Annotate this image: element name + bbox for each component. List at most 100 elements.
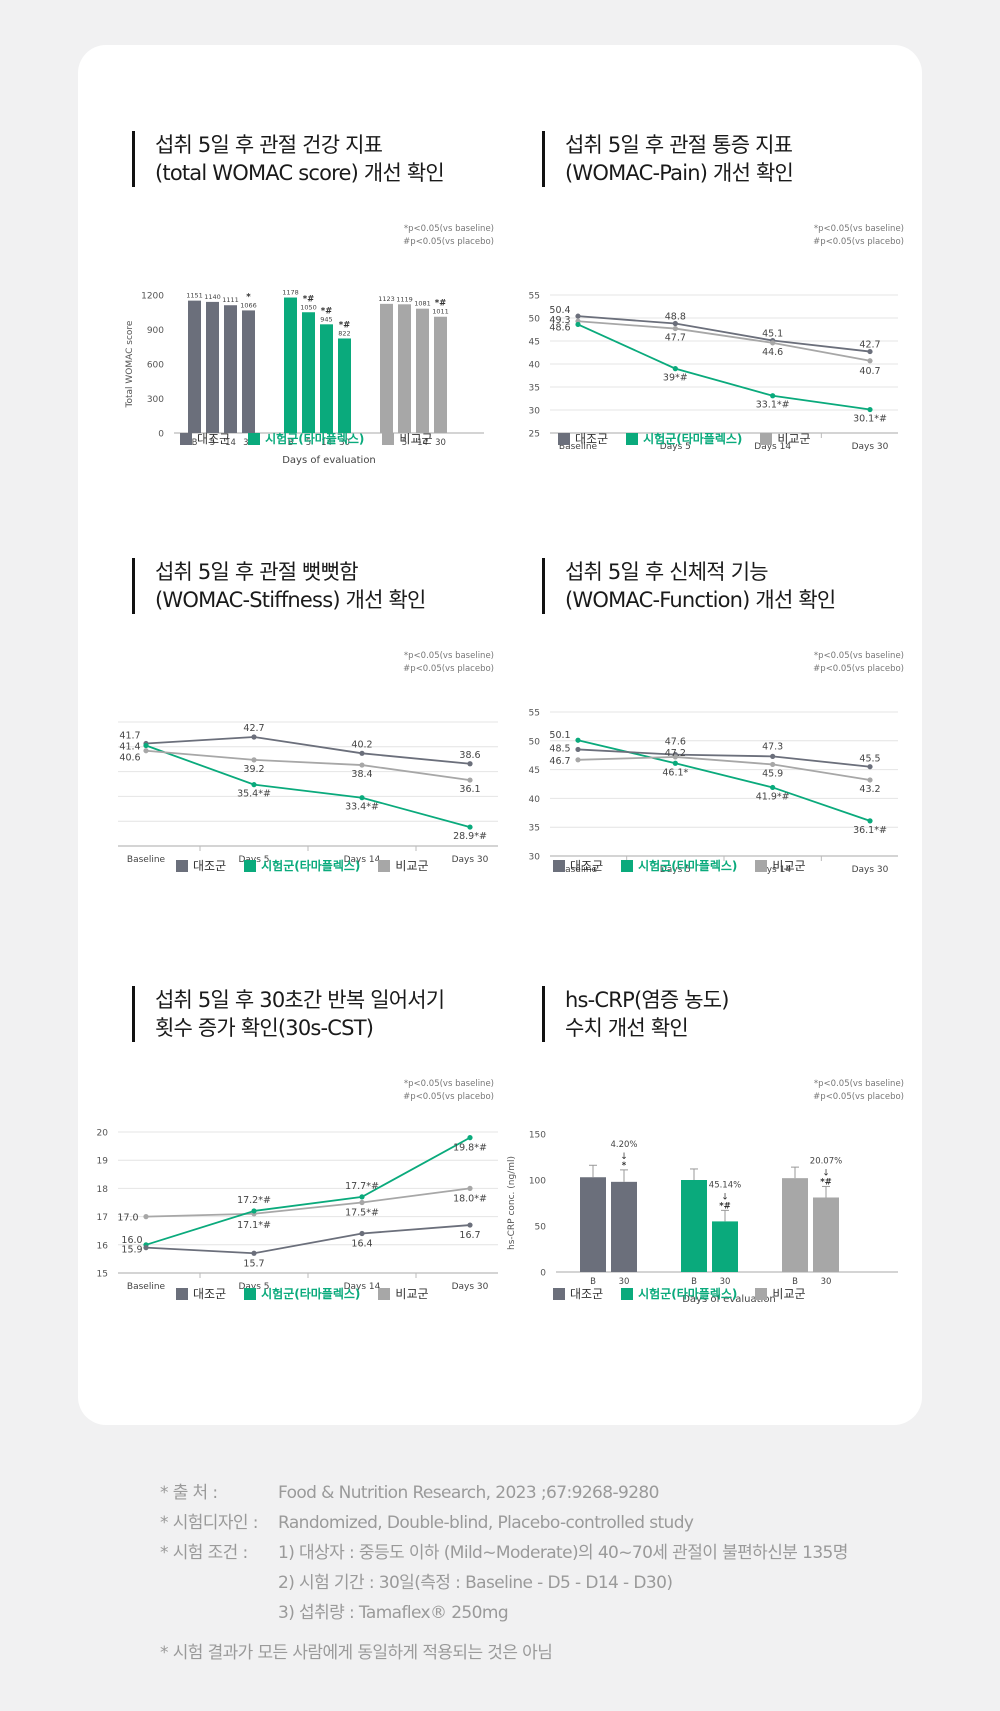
series-line-comparison [145, 749, 471, 781]
x-tick-label: Days 30 [852, 442, 889, 452]
data-point-test [575, 737, 581, 743]
data-point-test [575, 321, 581, 328]
y-tick-label: 40 [529, 795, 541, 805]
data-label-control: 15.7 [243, 1258, 264, 1269]
panel-title: 섭취 5일 후 관절 뻣뻣함 (WOMAC-Stiffness) 개선 확인 [132, 558, 426, 614]
legend-label: 시험군(타마플렉스) [261, 1287, 361, 1301]
bar-control [224, 305, 237, 433]
data-label-test: 36.1*# [853, 825, 887, 836]
data-label-comparison: 47.2 [665, 748, 686, 759]
data-label-test: 35.4*# [237, 789, 271, 800]
x-tick-label: B [192, 438, 198, 448]
series-line-test [577, 323, 871, 411]
significance-note: *p<0.05(vs baseline) #p<0.05(vs placebo) [403, 650, 494, 676]
data-point-test [867, 406, 873, 413]
y-tick-label: 18 [97, 1185, 109, 1195]
x-tick-label: 30 [821, 1277, 832, 1287]
x-tick-label: 5 [306, 438, 311, 448]
sig-baseline: *p<0.05(vs baseline) [403, 651, 494, 661]
legend: 대조군 시험군(타마플렉스) 비교군 [553, 1285, 806, 1302]
panel-hscrp: hs-CRP(염증 농도) 수치 개선 확인 *p<0.05(vs baseli… [498, 900, 908, 1305]
significance-mark: *# [719, 1201, 731, 1211]
legend-swatch [626, 432, 639, 445]
data-point-comparison [143, 748, 149, 754]
y-tick-label: 35 [529, 824, 540, 834]
data-label-control: 48.5 [549, 743, 570, 754]
note-value: * 시험 결과가 모든 사람에게 동일하게 적용되는 것은 아님 [160, 1643, 553, 1663]
data-point-control [251, 734, 257, 740]
bar-control [611, 1181, 637, 1272]
data-label-test: 19.8*# [453, 1143, 487, 1154]
data-label-control: 45.1 [762, 329, 783, 340]
bar-comparison [398, 304, 411, 433]
panel-title-line-2: 수치 개선 확인 [565, 1016, 689, 1040]
x-tick-label: Days 14 [754, 442, 791, 452]
legend-item-control: 대조군 [558, 430, 608, 447]
bar-control [188, 300, 201, 433]
change-arrow: ↓ [721, 1192, 729, 1202]
legend-label: 비교군 [772, 859, 806, 873]
legend-item-control: 대조군 [180, 430, 230, 447]
x-tick-label: 30 [720, 1277, 731, 1287]
x-tick-label: Baseline [127, 855, 166, 865]
bar-control [242, 310, 255, 433]
y-tick-label: 45 [529, 766, 540, 776]
data-point-comparison [467, 1185, 473, 1191]
x-tick-label: 14 [321, 438, 332, 448]
data-label-control: 1111 [222, 296, 239, 304]
data-label-comparison: 43.2 [859, 784, 880, 795]
panel-title-line-1: 섭취 5일 후 신체적 기능 [565, 560, 769, 584]
legend-swatch [180, 432, 192, 445]
y-tick-label: 150 [529, 1131, 546, 1141]
panel-title-line-2: (total WOMAC score) 개선 확인 [155, 161, 445, 185]
data-label-comparison: 40.6 [119, 753, 140, 764]
significance-mark: *# [339, 320, 351, 330]
data-label-test: 39*# [663, 373, 688, 384]
x-tick-label: Days 5 [660, 442, 691, 452]
y-tick-label: 600 [147, 361, 164, 371]
data-point-control [251, 1250, 257, 1256]
legend-swatch [755, 859, 768, 872]
y-tick-label: 900 [147, 326, 164, 336]
legend-swatch [378, 1287, 391, 1300]
note-conditions-3: 3) 섭취량 : Tamaflex® 250mg [160, 1598, 848, 1628]
percent-change-label: 20.07% [810, 1156, 842, 1166]
x-tick-label: B [792, 1277, 798, 1287]
legend-label: 비교군 [395, 1287, 429, 1301]
y-tick-label: 19 [97, 1157, 109, 1167]
change-arrow: ↓ [620, 1152, 628, 1162]
legend: 대조군 시험군(타마플렉스) 비교군 [558, 430, 811, 447]
legend-swatch [755, 1287, 768, 1300]
note-label: * 시험디자인 : [160, 1513, 258, 1533]
panel-womac-function: 섭취 5일 후 신체적 기능 (WOMAC-Function) 개선 확인 *p… [498, 472, 908, 875]
percent-change-label: 45.14% [709, 1180, 741, 1190]
data-label-comparison: 45.9 [762, 768, 783, 779]
data-label-test: 17.7*# [345, 1181, 379, 1192]
data-point-control [672, 320, 678, 327]
bar-test [681, 1180, 707, 1272]
y-tick-label: 16 [97, 1241, 109, 1251]
bar-comparison [416, 308, 429, 433]
legend-item-test: 시험군(타마플렉스) [626, 430, 742, 447]
data-label-test: 945 [320, 315, 332, 323]
data-point-comparison [867, 358, 873, 364]
note-value: Randomized, Double-blind, Placebo-contro… [278, 1513, 694, 1533]
legend-swatch [382, 432, 395, 445]
legend-label: 시험군(타마플렉스) [261, 859, 361, 873]
x-tick-label: Days 30 [452, 855, 489, 865]
legend: 대조군 시험군(타마플렉스) 비교군 [553, 857, 806, 874]
significance-note: *p<0.05(vs baseline) #p<0.05(vs placebo) [403, 223, 494, 249]
panel-title: 섭취 5일 후 관절 건강 지표 (total WOMAC score) 개선 … [132, 131, 445, 187]
sig-baseline: *p<0.05(vs baseline) [403, 1079, 494, 1089]
panel-title-line-1: 섭취 5일 후 관절 건강 지표 [155, 133, 383, 157]
bar-test [320, 324, 333, 433]
sig-baseline: *p<0.05(vs baseline) [403, 224, 494, 234]
sig-placebo: #p<0.05(vs placebo) [813, 664, 904, 674]
data-label-test: 46.1* [662, 767, 688, 778]
legend-item-control: 대조군 [553, 1285, 603, 1302]
hscrp-chart: 0 50 100 150 hs-CRP conc. (ng/ml) Days of eva… [507, 1131, 898, 1305]
legend-swatch [176, 859, 188, 872]
legend-item-control: 대조군 [176, 857, 226, 874]
data-point-test [143, 742, 149, 749]
y-tick-label: 20 [97, 1129, 109, 1139]
